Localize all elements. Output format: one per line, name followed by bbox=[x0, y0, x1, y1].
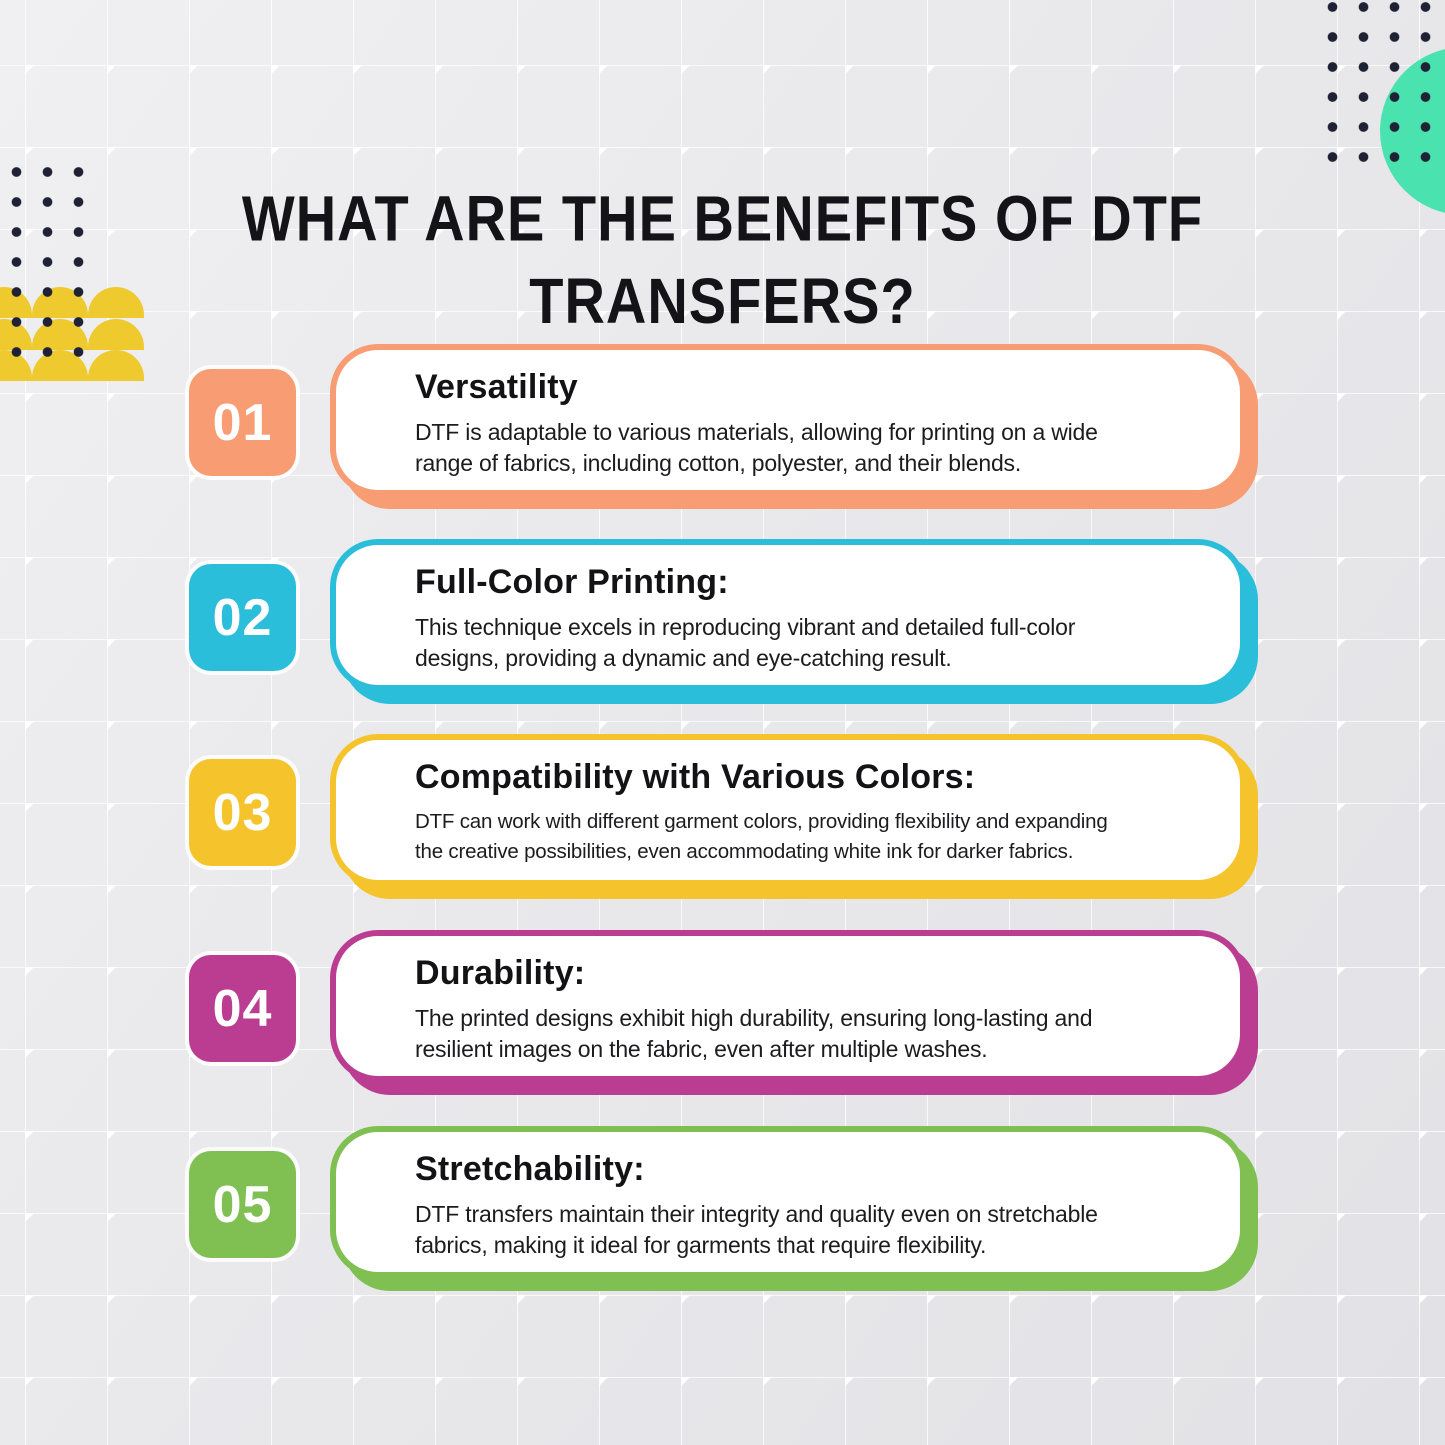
benefit-card: Versatility DTF is adaptable to various … bbox=[330, 344, 1246, 496]
item-number: 04 bbox=[212, 979, 273, 1038]
card-body: DTF is adaptable to various materials, a… bbox=[415, 419, 1098, 476]
item-number: 05 bbox=[212, 1175, 273, 1234]
page-title: WHAT ARE THE BENEFITS OF DTF TRANSFERS? bbox=[241, 182, 1204, 336]
benefit-card: Full-Color Printing: This technique exce… bbox=[330, 539, 1246, 691]
item-number: 02 bbox=[212, 588, 273, 647]
benefit-card: Compatibility with Various Colors: DTF c… bbox=[330, 734, 1246, 886]
item-number: 03 bbox=[212, 783, 273, 842]
item-number: 01 bbox=[212, 393, 273, 452]
card-body: The printed designs exhibit high durabil… bbox=[415, 1005, 1093, 1062]
dot-grid-top-right bbox=[1317, 0, 1441, 178]
card-body: DTF can work with different garment colo… bbox=[415, 810, 1108, 863]
card-heading: Compatibility with Various Colors: bbox=[415, 758, 976, 796]
item-number-badge: 02 bbox=[189, 564, 296, 671]
benefit-item-1: Versatility DTF is adaptable to various … bbox=[0, 344, 1445, 514]
item-number-badge: 03 bbox=[189, 759, 296, 866]
benefit-card: Durability: The printed designs exhibit … bbox=[330, 930, 1246, 1082]
card-body: DTF transfers maintain their integrity a… bbox=[415, 1201, 1098, 1258]
card-heading: Full-Color Printing: bbox=[415, 563, 729, 601]
benefit-item-2: Full-Color Printing: This technique exce… bbox=[0, 539, 1445, 709]
benefit-item-3: Compatibility with Various Colors: DTF c… bbox=[0, 734, 1445, 904]
benefit-card: Stretchability: DTF transfers maintain t… bbox=[330, 1126, 1246, 1278]
card-body: This technique excels in reproducing vib… bbox=[415, 614, 1076, 671]
card-heading: Stretchability: bbox=[415, 1150, 645, 1188]
card-heading: Durability: bbox=[415, 954, 586, 992]
benefit-item-4: Durability: The printed designs exhibit … bbox=[0, 930, 1445, 1100]
card-heading: Versatility bbox=[415, 368, 578, 406]
item-number-badge: 05 bbox=[189, 1151, 296, 1258]
dot-grid-left bbox=[1, 157, 94, 367]
item-number-badge: 04 bbox=[189, 955, 296, 1062]
item-number-badge: 01 bbox=[189, 369, 296, 476]
benefit-item-5: Stretchability: DTF transfers maintain t… bbox=[0, 1126, 1445, 1296]
